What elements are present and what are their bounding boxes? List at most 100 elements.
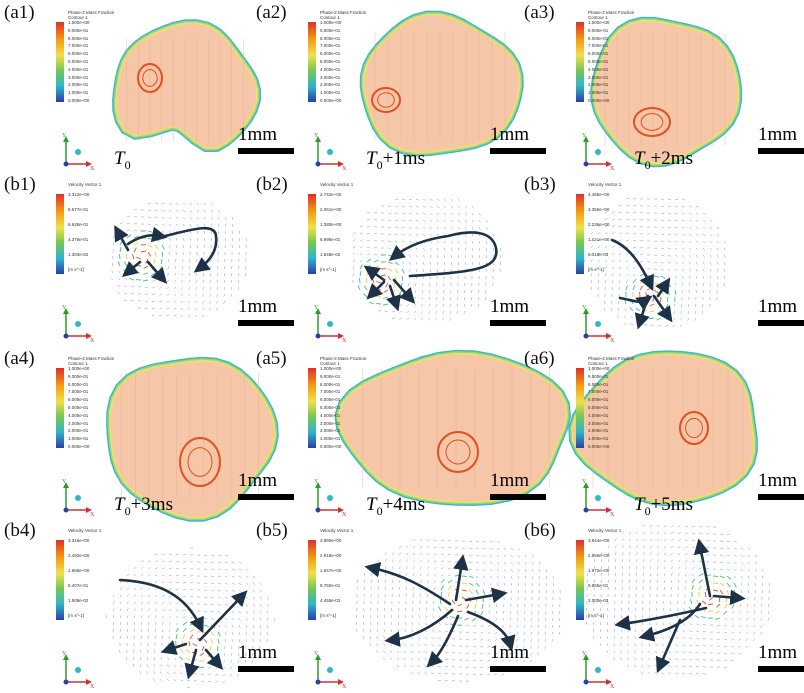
melt-pool-contour: [568, 350, 758, 507]
velocity-vector: [624, 308, 627, 312]
scale-label: 1mm: [758, 642, 798, 663]
velocity-vector: [681, 268, 685, 272]
velocity-vector: [471, 219, 474, 223]
vortex-ring-inner: [640, 113, 664, 131]
velocity-vector: [674, 275, 677, 279]
velocity-vector: [485, 219, 488, 223]
axis-triad-icon: YX: [582, 133, 615, 170]
panel-b2: (b2) Velocity Vector 1 2.742e+00 2.061e+00 1…: [252, 172, 546, 344]
colorbar-tick: 7.000e-01: [588, 389, 609, 395]
view-sphere-icon: [75, 321, 81, 327]
legend-title: Velocity Vector 1: [320, 528, 354, 533]
velocity-vector: [604, 259, 608, 263]
velocity-vector: [597, 245, 601, 249]
velocity-vector: [457, 240, 460, 244]
velocity-vector: [709, 282, 711, 286]
velocity-vector: [394, 226, 398, 229]
velocity-vector: [618, 259, 622, 263]
velocity-vector: [639, 260, 643, 263]
velocity-vector: [208, 307, 212, 311]
z-axis-dot: [583, 507, 589, 513]
velocity-vector: [660, 254, 664, 257]
legend-title: Velocity Vector 1: [588, 182, 622, 187]
panel-label: (b2): [256, 174, 288, 195]
panel-label: (a4): [4, 348, 35, 369]
velocity-vector: [369, 301, 375, 305]
velocity-vector: [175, 574, 179, 577]
melt-pool-contour: [106, 356, 279, 522]
velocity-vector: [456, 303, 459, 307]
velocity-vector: [210, 216, 213, 220]
colorbar-tick: 0.000e+00: [68, 444, 90, 449]
velocity-vector: [352, 259, 355, 263]
velocity-vector: [168, 209, 172, 212]
colorbar: [576, 368, 584, 448]
velocity-vector: [189, 265, 191, 269]
velocity-vector: [209, 279, 212, 283]
colorbar-tick: 3.312e+00: [68, 192, 90, 197]
velocity-vector: [126, 222, 130, 225]
velocity-vector: [140, 573, 144, 577]
melt-pool-contour: [359, 10, 524, 157]
velocity-vector: [429, 247, 432, 251]
velocity-vector: [442, 296, 445, 300]
velocity-vector: [352, 232, 356, 235]
velocity-vector: [723, 240, 726, 244]
velocity-vector: [223, 293, 226, 297]
colorbar-tick: 8.000e-01: [320, 381, 341, 387]
velocity-vector: [159, 314, 163, 317]
colorbar-tick: 3.000e-01: [320, 420, 341, 426]
velocity-vector: [366, 246, 370, 249]
velocity-vector: [442, 310, 445, 314]
colorbar-tick: 8.677e-01: [68, 207, 89, 212]
velocity-vector: [175, 237, 178, 241]
y-axis-label: Y: [314, 651, 319, 657]
velocity-vector: [723, 268, 726, 272]
velocity-vector: [408, 233, 412, 236]
velocity-vector: [394, 233, 398, 236]
velocity-vector: [119, 587, 123, 591]
velocity-vector: [688, 261, 692, 265]
velocity-vector: [464, 233, 467, 237]
velocity-vector: [695, 275, 698, 279]
velocity-vector: [224, 589, 228, 592]
velocity-vector: [362, 293, 368, 298]
velocity-vector: [196, 223, 199, 227]
melt-pool-contour: [112, 19, 262, 153]
legend-title: Phase-2.Mass Fraction Contour 1: [588, 10, 635, 20]
velocity-vector: [168, 230, 172, 234]
velocity-vector: [401, 261, 405, 265]
velocity-vector: [429, 219, 433, 223]
velocity-vector: [597, 259, 600, 263]
velocity-vector: [443, 219, 447, 223]
colorbar-tick: 4.465e+00: [588, 192, 610, 197]
velocity-vector: [231, 230, 233, 234]
legend-title: Velocity Vector 1: [68, 182, 102, 187]
velocity-vector: [133, 241, 139, 246]
velocity-vector: [415, 261, 418, 265]
velocity-vector: [443, 198, 447, 202]
colorbar-tick: [m s^-1]: [588, 613, 604, 618]
velocity-vector: [702, 212, 706, 215]
velocity-vector: [471, 240, 474, 244]
velocity-vector: [611, 259, 615, 263]
velocity-vector: [618, 253, 622, 256]
colorbar-tick: 2.000e-01: [320, 82, 341, 88]
velocity-vector: [143, 279, 149, 282]
velocity-vector: [449, 310, 452, 314]
colorbar-tick: 6.000e-01: [68, 51, 89, 57]
velocity-vector: [625, 253, 629, 256]
velocity-vector: [203, 202, 207, 206]
velocity-vector: [180, 307, 184, 310]
velocity-vector: [695, 261, 698, 265]
colorbar: [56, 540, 64, 620]
colorbar-tick: 1.380e+00: [320, 222, 342, 227]
colorbar-tick: 5.000e-01: [320, 59, 341, 64]
velocity-vector: [117, 292, 121, 295]
colorbar-tick: 1.666e+00: [68, 568, 90, 573]
velocity-vector: [210, 202, 214, 206]
velocity-vector: [590, 231, 594, 235]
velocity-vector: [516, 617, 519, 621]
velocity-vector: [674, 268, 678, 272]
velocity-vector: [359, 264, 363, 270]
